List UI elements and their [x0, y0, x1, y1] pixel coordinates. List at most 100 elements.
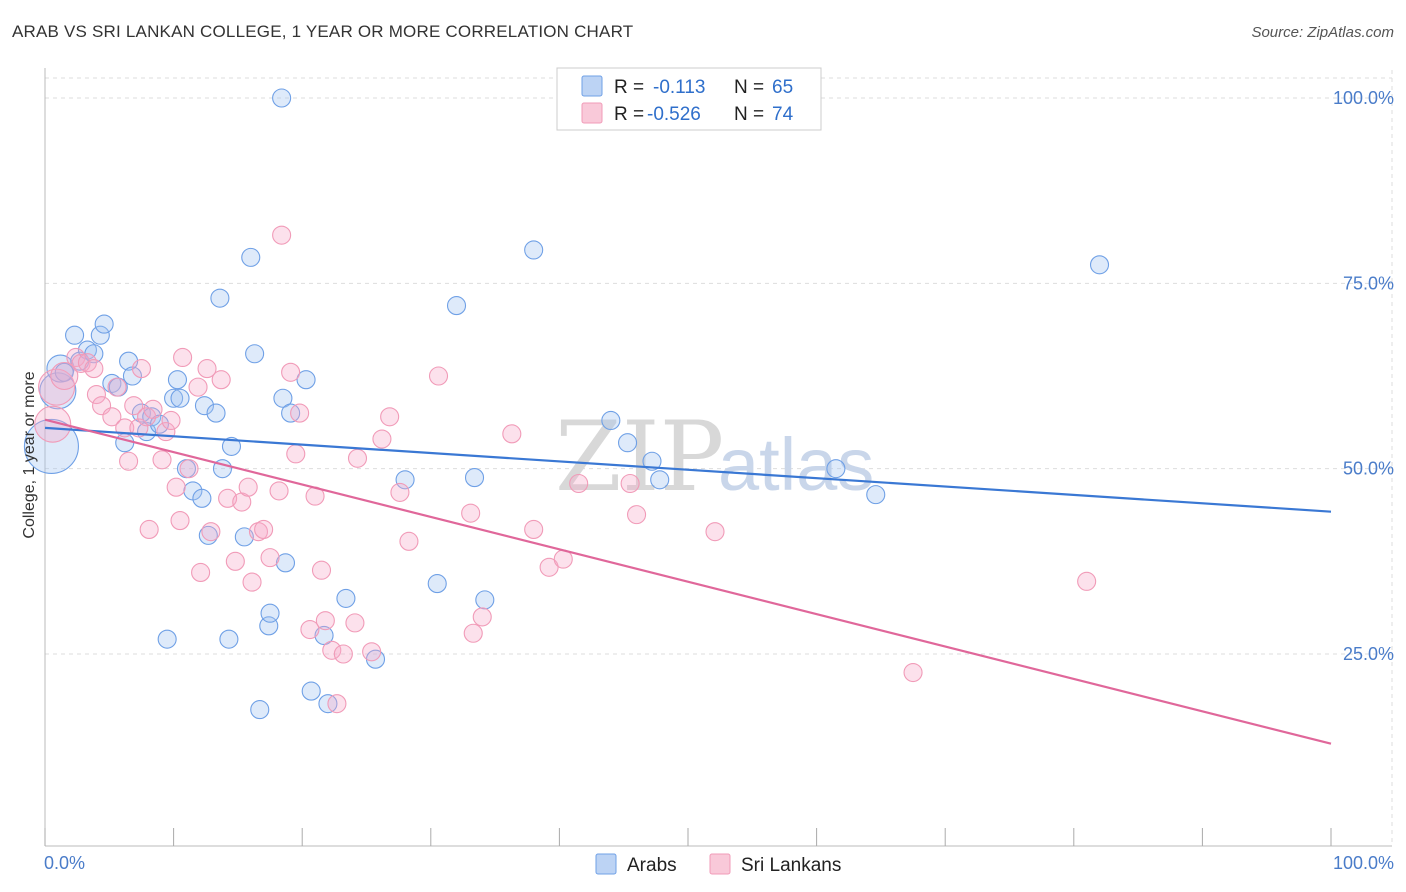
data-point: [198, 525, 218, 545]
data-point: [107, 377, 127, 397]
y-tick-label: 75.0%: [1343, 273, 1394, 293]
data-point: [336, 588, 356, 608]
data-point: [345, 613, 365, 633]
data-point: [269, 481, 289, 501]
series-legend: Arabs Sri Lankans: [595, 853, 841, 876]
y-axis-label: College, 1 year or more: [21, 371, 38, 538]
data-point: [826, 459, 846, 479]
legend-r-value-sri-lankans: -0.526: [647, 104, 701, 125]
data-point: [71, 353, 91, 373]
data-point: [192, 488, 212, 508]
data-point: [569, 473, 589, 494]
data-point: [705, 522, 725, 542]
data-point: [143, 399, 163, 419]
data-point: [197, 359, 217, 379]
legend-swatch-arabs: [595, 853, 617, 875]
data-point: [650, 470, 670, 490]
data-point: [170, 511, 190, 531]
data-point: [272, 88, 292, 108]
data-point: [627, 505, 647, 525]
x-tick-label-max: 100.0%: [1333, 853, 1394, 873]
data-point: [296, 370, 316, 390]
data-point: [241, 247, 261, 267]
data-point: [219, 629, 239, 649]
data-point: [272, 225, 292, 245]
legend-swatch-sri-lankans: [581, 102, 603, 124]
legend-swatch-sri-lankans: [709, 853, 731, 875]
data-point: [201, 522, 221, 542]
legend-r-value-arabs: -0.113: [653, 77, 705, 98]
data-point: [395, 470, 415, 490]
correlation-legend: R = -0.113 N = 65 R = -0.526 N = 74: [556, 67, 822, 131]
data-point: [314, 625, 334, 646]
data-point: [50, 361, 79, 391]
data-point: [275, 553, 296, 573]
data-point: [464, 468, 485, 488]
data-point: [362, 642, 382, 662]
data-point: [124, 396, 144, 416]
data-point: [524, 519, 544, 540]
data-point: [173, 347, 193, 368]
data-point: [372, 429, 392, 449]
data-point: [218, 488, 238, 508]
grid-lines: [45, 70, 1393, 846]
data-point: [539, 557, 559, 577]
data-point: [390, 482, 410, 502]
data-point: [446, 296, 467, 316]
data-point: [39, 372, 77, 410]
data-point: [131, 403, 151, 423]
data-point: [221, 436, 242, 456]
data-point: [620, 473, 640, 494]
trend-line-sri-lankans: [44, 418, 1332, 745]
data-point: [472, 607, 492, 627]
data-point: [179, 459, 199, 479]
data-point: [90, 325, 110, 345]
data-point: [225, 551, 245, 571]
data-point: [161, 410, 181, 431]
data-point: [119, 451, 139, 471]
data-point: [524, 240, 544, 260]
data-point: [254, 519, 274, 540]
data-point: [260, 603, 280, 623]
data-point: [333, 644, 353, 664]
data-point: [129, 418, 149, 438]
data-point: [502, 424, 522, 444]
chart-title: ARAB VS SRI LANKAN COLLEGE, 1 YEAR OR MO…: [12, 22, 634, 41]
data-point: [250, 700, 270, 720]
data-point: [1089, 255, 1110, 275]
data-point: [461, 503, 481, 523]
legend-swatch-arabs: [581, 75, 603, 97]
legend-n-label: N =: [734, 77, 764, 98]
data-point: [211, 370, 231, 390]
data-point: [86, 384, 106, 405]
data-point: [191, 562, 211, 583]
data-point: [84, 359, 104, 379]
data-point: [311, 560, 332, 580]
series-arabs-points: [23, 88, 1110, 720]
data-point: [327, 694, 347, 714]
data-point: [245, 344, 265, 364]
data-point: [347, 448, 368, 468]
data-point: [34, 405, 72, 443]
data-point: [137, 407, 157, 427]
data-point: [157, 629, 177, 649]
data-point: [322, 640, 342, 660]
legend-label-arabs: Arabs: [627, 855, 677, 876]
data-point: [290, 403, 310, 423]
data-point: [642, 451, 662, 471]
legend-r-label: R =: [614, 77, 644, 98]
data-point: [206, 403, 226, 423]
data-point: [152, 450, 172, 470]
y-tick-label: 25.0%: [1343, 644, 1394, 664]
data-point: [428, 366, 449, 386]
data-point: [301, 681, 321, 701]
data-point: [242, 572, 262, 592]
y-tick-label: 100.0%: [1333, 88, 1394, 108]
data-point: [601, 410, 621, 431]
data-point: [188, 377, 208, 397]
legend-n-label: N =: [734, 104, 764, 125]
y-tick-label: 50.0%: [1343, 459, 1394, 479]
axes: [44, 68, 1392, 847]
data-point: [164, 388, 184, 408]
